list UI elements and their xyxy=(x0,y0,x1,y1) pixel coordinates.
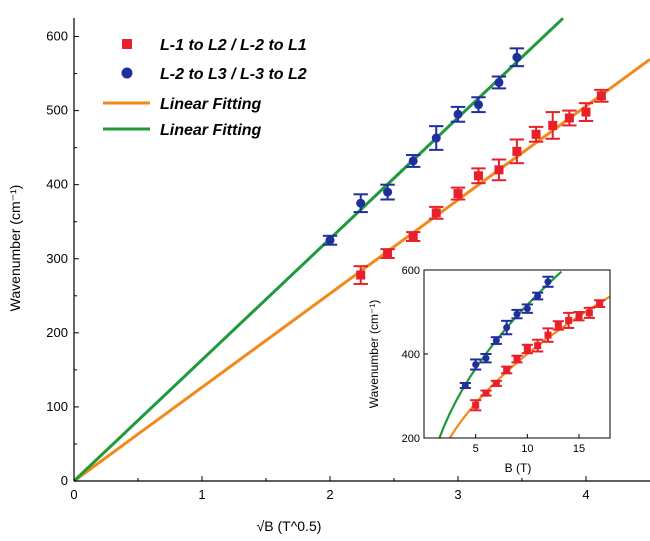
inset-series-1-point-marker xyxy=(523,345,531,353)
y-tick-label: 100 xyxy=(46,399,68,414)
inset-series-1-point-marker xyxy=(492,379,500,387)
inset-series-1-point-marker xyxy=(472,401,480,409)
x-tick-label: 2 xyxy=(326,487,333,502)
series-2-point-marker xyxy=(383,187,393,197)
inset-series-1-point-marker xyxy=(544,331,552,339)
x-tick-label: 4 xyxy=(582,487,589,502)
x-tick-label: 1 xyxy=(198,487,205,502)
inset-x-tick-label: 10 xyxy=(521,443,533,455)
series-1-point-marker xyxy=(531,129,541,139)
inset-axes: 5 10 15 200 400 600 xyxy=(402,265,611,455)
inset-background xyxy=(430,270,610,438)
inset-series-2-point-marker xyxy=(472,361,480,368)
y-tick-label: 500 xyxy=(46,103,68,118)
legend-label-2: L-2 to L3 / L-3 to L2 xyxy=(160,66,307,83)
inset-series-2-point-marker xyxy=(523,305,531,313)
main-y-axis-label: Wavenumber (cm⁻¹) xyxy=(7,185,23,312)
series-1-point-marker xyxy=(453,189,463,199)
inset-series-1-point-marker xyxy=(554,321,562,329)
inset-series-1-point-marker xyxy=(575,312,583,320)
series-1-point-marker xyxy=(494,165,504,175)
inset-y-tick-label: 400 xyxy=(402,349,420,361)
fit-line-2 xyxy=(72,17,564,483)
inset-data-points xyxy=(459,275,606,412)
legend-swatch-2 xyxy=(121,67,133,79)
main-plot: 0 1 2 3 4 0 100 200 300 400 500 600 Wavenumber (cm⁻… xyxy=(7,17,650,534)
inset-series-2-point-marker xyxy=(503,324,511,332)
main-data-points xyxy=(322,47,609,285)
series-1-point-marker xyxy=(408,232,418,242)
inset-y-tick-label: 600 xyxy=(402,265,420,277)
series-1-point-marker xyxy=(431,208,441,218)
inset-x-tick-label: 15 xyxy=(573,443,585,455)
series-1-point-marker xyxy=(356,270,366,280)
series-1-point-marker xyxy=(548,120,558,130)
series-1-point-marker xyxy=(581,107,591,117)
inset-series-1-point-marker xyxy=(585,309,593,317)
inset-series-1-point-marker xyxy=(513,355,521,363)
inset-y-tick-label: 200 xyxy=(402,433,420,445)
inset-series-2-point-marker xyxy=(544,278,552,286)
series-2-point-marker xyxy=(325,235,335,245)
x-tick-label: 0 xyxy=(70,487,77,502)
legend-swatch-1 xyxy=(122,39,132,49)
y-tick-label: 0 xyxy=(61,473,68,488)
series-2-point-marker xyxy=(473,100,483,110)
series-2-point-marker xyxy=(408,156,418,166)
series-1-point-marker xyxy=(512,146,522,156)
inset-series-1-point-marker xyxy=(534,342,542,350)
main-x-axis-label: √B (T^0.5) xyxy=(257,518,322,534)
x-tick-label: 3 xyxy=(454,487,461,502)
inset-series-1-point-marker xyxy=(565,316,573,324)
inset-series-2-point-marker xyxy=(534,292,542,300)
inset-x-axis-label: B (T) xyxy=(505,461,532,475)
legend: L-1 to L2 / L-2 to L1 L-2 to L3 / L-3 to … xyxy=(103,37,307,139)
inset-y-axis-label: Wavenumber (cm⁻¹) xyxy=(367,300,381,409)
series-1-point-marker xyxy=(564,113,574,123)
legend-label-4: Linear Fitting xyxy=(160,122,262,139)
main-axes: 0 1 2 3 4 0 100 200 300 400 500 600 xyxy=(46,18,650,502)
inset-fit-curve-2 xyxy=(438,270,563,439)
series-2-point-marker xyxy=(431,133,441,143)
series-2-point-marker xyxy=(512,52,522,62)
series-1-point-marker xyxy=(596,91,606,101)
inset-x-tick-label: 5 xyxy=(473,443,479,455)
y-tick-label: 600 xyxy=(46,29,68,44)
inset-plot: 5 10 15 200 400 600 Wavenumber (cm⁻¹) B (T) xyxy=(367,265,611,475)
series-2-point-marker xyxy=(453,109,463,119)
series-1-point-marker xyxy=(383,249,393,259)
inset-series-2-point-marker xyxy=(513,310,521,318)
series-2-point-marker xyxy=(356,198,366,208)
y-tick-label: 200 xyxy=(46,325,68,340)
y-tick-label: 300 xyxy=(46,251,68,266)
inset-series-2-point-marker xyxy=(492,337,500,345)
series-2-point-marker xyxy=(494,77,504,87)
inset-series-2-point-marker xyxy=(461,382,469,389)
inset-series-1-point-marker xyxy=(503,366,511,374)
legend-label-3: Linear Fitting xyxy=(160,96,262,113)
series-1-point-marker xyxy=(473,171,483,181)
inset-series-1-point-marker xyxy=(596,300,604,308)
inset-series-2-point-marker xyxy=(482,354,490,362)
inset-series-1-point-marker xyxy=(482,389,490,397)
legend-label-1: L-1 to L2 / L-2 to L1 xyxy=(160,37,307,54)
y-tick-label: 400 xyxy=(46,177,68,192)
